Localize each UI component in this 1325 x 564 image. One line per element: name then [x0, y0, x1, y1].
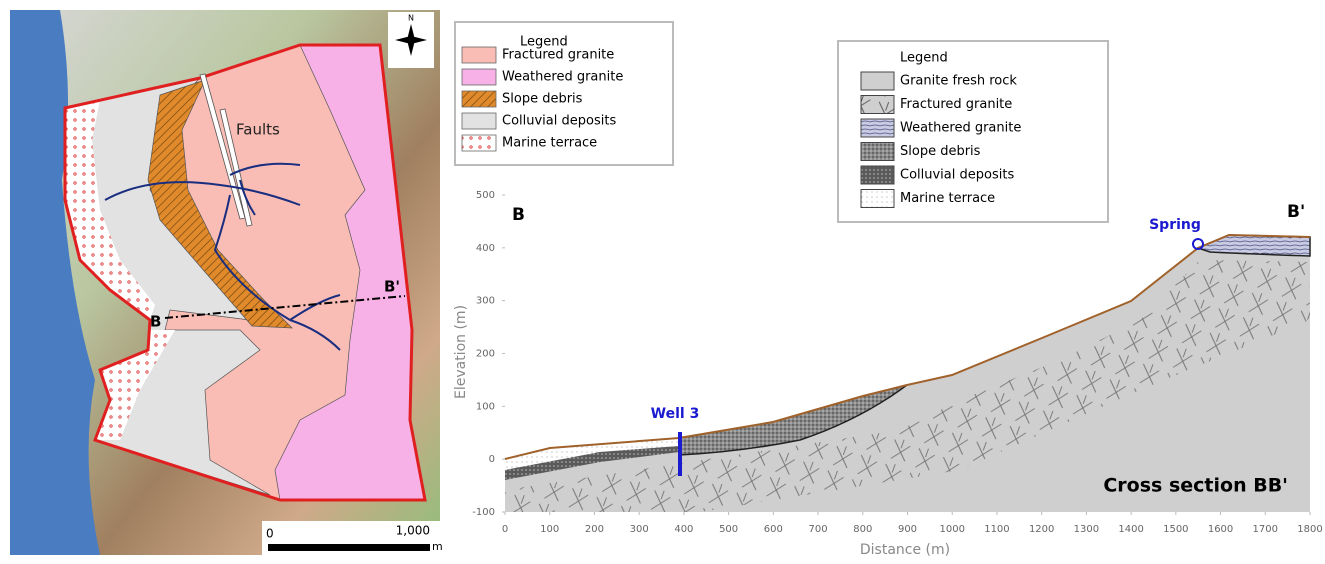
slope-debris-unit: [147, 79, 293, 329]
x-tick-label: 1000: [939, 524, 964, 535]
map: B B' Faults N 0 1,000 m: [10, 10, 443, 555]
legend-title: Legend: [520, 35, 568, 50]
legend-swatch: [860, 165, 895, 185]
y-axis-label: Elevation (m): [453, 305, 469, 399]
y-tick-label: -100: [472, 507, 495, 518]
legend-label: Colluvial deposits: [900, 168, 1014, 183]
y-tick-label: 100: [476, 401, 495, 412]
spring-marker: [1192, 238, 1204, 250]
legend-label: Fractured granite: [900, 97, 1012, 112]
scale-end: 1,000: [396, 524, 430, 538]
y-tick-label: 400: [476, 243, 495, 254]
legend-swatch: [461, 134, 497, 152]
section-legend: Legend Granite fresh rock Fractured grani…: [837, 40, 1109, 223]
legend-label: Slope debris: [900, 144, 981, 159]
map-legend: Legend Fractured granite Weathered granit…: [454, 21, 674, 166]
x-tick-label: 900: [898, 524, 917, 535]
y-tick-label: 0: [489, 454, 495, 465]
legend-swatch: [461, 90, 497, 108]
x-tick-label: 1800: [1297, 524, 1322, 535]
faults-label: Faults: [236, 121, 280, 139]
study-area-boundary: [63, 43, 427, 502]
x-tick-label: 500: [719, 524, 738, 535]
x-tick-label: 1600: [1208, 524, 1233, 535]
marine-terrace-unit: [65, 100, 155, 320]
x-tick-label: 1200: [1029, 524, 1054, 535]
y-tick-label: 500: [476, 190, 495, 201]
x-tick-label: 700: [809, 524, 828, 535]
x-tick-label: 200: [585, 524, 604, 535]
marine-terrace-unit: [95, 330, 175, 440]
x-tick-label: 800: [853, 524, 872, 535]
legend-label: Weathered granite: [900, 121, 1021, 136]
x-tick-label: 100: [540, 524, 559, 535]
legend-label: Granite fresh rock: [900, 74, 1017, 89]
marine-terrace-layer: [505, 438, 679, 470]
scale-start: 0: [266, 527, 274, 541]
legend-label: Marine terrace: [900, 191, 995, 206]
legend-label: Slope debris: [502, 92, 583, 107]
y-tick-label: 200: [476, 349, 495, 360]
section-end-label: B': [1287, 202, 1305, 222]
legend-title: Legend: [900, 51, 948, 66]
axis-ticks: 0 100 200 300 400 500 600 700 800 900 1000 1100 1200…: [472, 190, 1322, 535]
legend-swatch: [461, 112, 497, 130]
drainage: [104, 162, 341, 351]
x-tick-label: 1100: [984, 524, 1009, 535]
x-tick-label: 600: [764, 524, 783, 535]
y-tick-label: 300: [476, 296, 495, 307]
spring-label: Spring: [1149, 217, 1201, 233]
legend-swatch: [860, 118, 895, 138]
north-label: N: [408, 14, 414, 23]
legend-swatch: [461, 46, 497, 64]
legend-label: Weathered granite: [502, 70, 623, 85]
legend-label: Colluvial deposits: [502, 114, 616, 129]
x-tick-label: 1300: [1074, 524, 1099, 535]
x-axis-label: Distance (m): [860, 542, 950, 558]
legend-swatch: [860, 95, 895, 114]
legend-label: Fractured granite: [502, 48, 614, 63]
section-start-label: B: [512, 205, 525, 225]
colluvial-layer: [505, 446, 679, 480]
legend-swatch: [860, 71, 895, 91]
well-label: Well 3: [651, 406, 700, 422]
scale-bar: [268, 544, 430, 551]
sea: [10, 10, 100, 555]
north-arrow: [395, 24, 427, 56]
legend-label: Marine terrace: [502, 136, 597, 151]
x-tick-label: 0: [502, 524, 508, 535]
slope-debris-layer: [678, 384, 908, 456]
x-tick-label: 1400: [1118, 524, 1143, 535]
legend-swatch: [860, 189, 895, 208]
section-title: Cross section BB': [1103, 475, 1288, 497]
x-tick-label: 1700: [1253, 524, 1278, 535]
x-tick-label: 400: [674, 524, 693, 535]
scale-unit: m: [432, 540, 443, 553]
cross-section: Well 3 Spring B B' Cross section BB' Dis…: [453, 190, 1323, 558]
legend-swatch: [860, 142, 895, 161]
section-start-label: B: [150, 313, 161, 331]
x-tick-label: 1500: [1163, 524, 1188, 535]
fractured-granite-zone: [505, 260, 1310, 512]
legend-swatch: [461, 68, 497, 86]
weathered-granite-layer: [1195, 234, 1311, 257]
x-tick-label: 300: [630, 524, 649, 535]
section-end-label: B': [384, 278, 400, 296]
